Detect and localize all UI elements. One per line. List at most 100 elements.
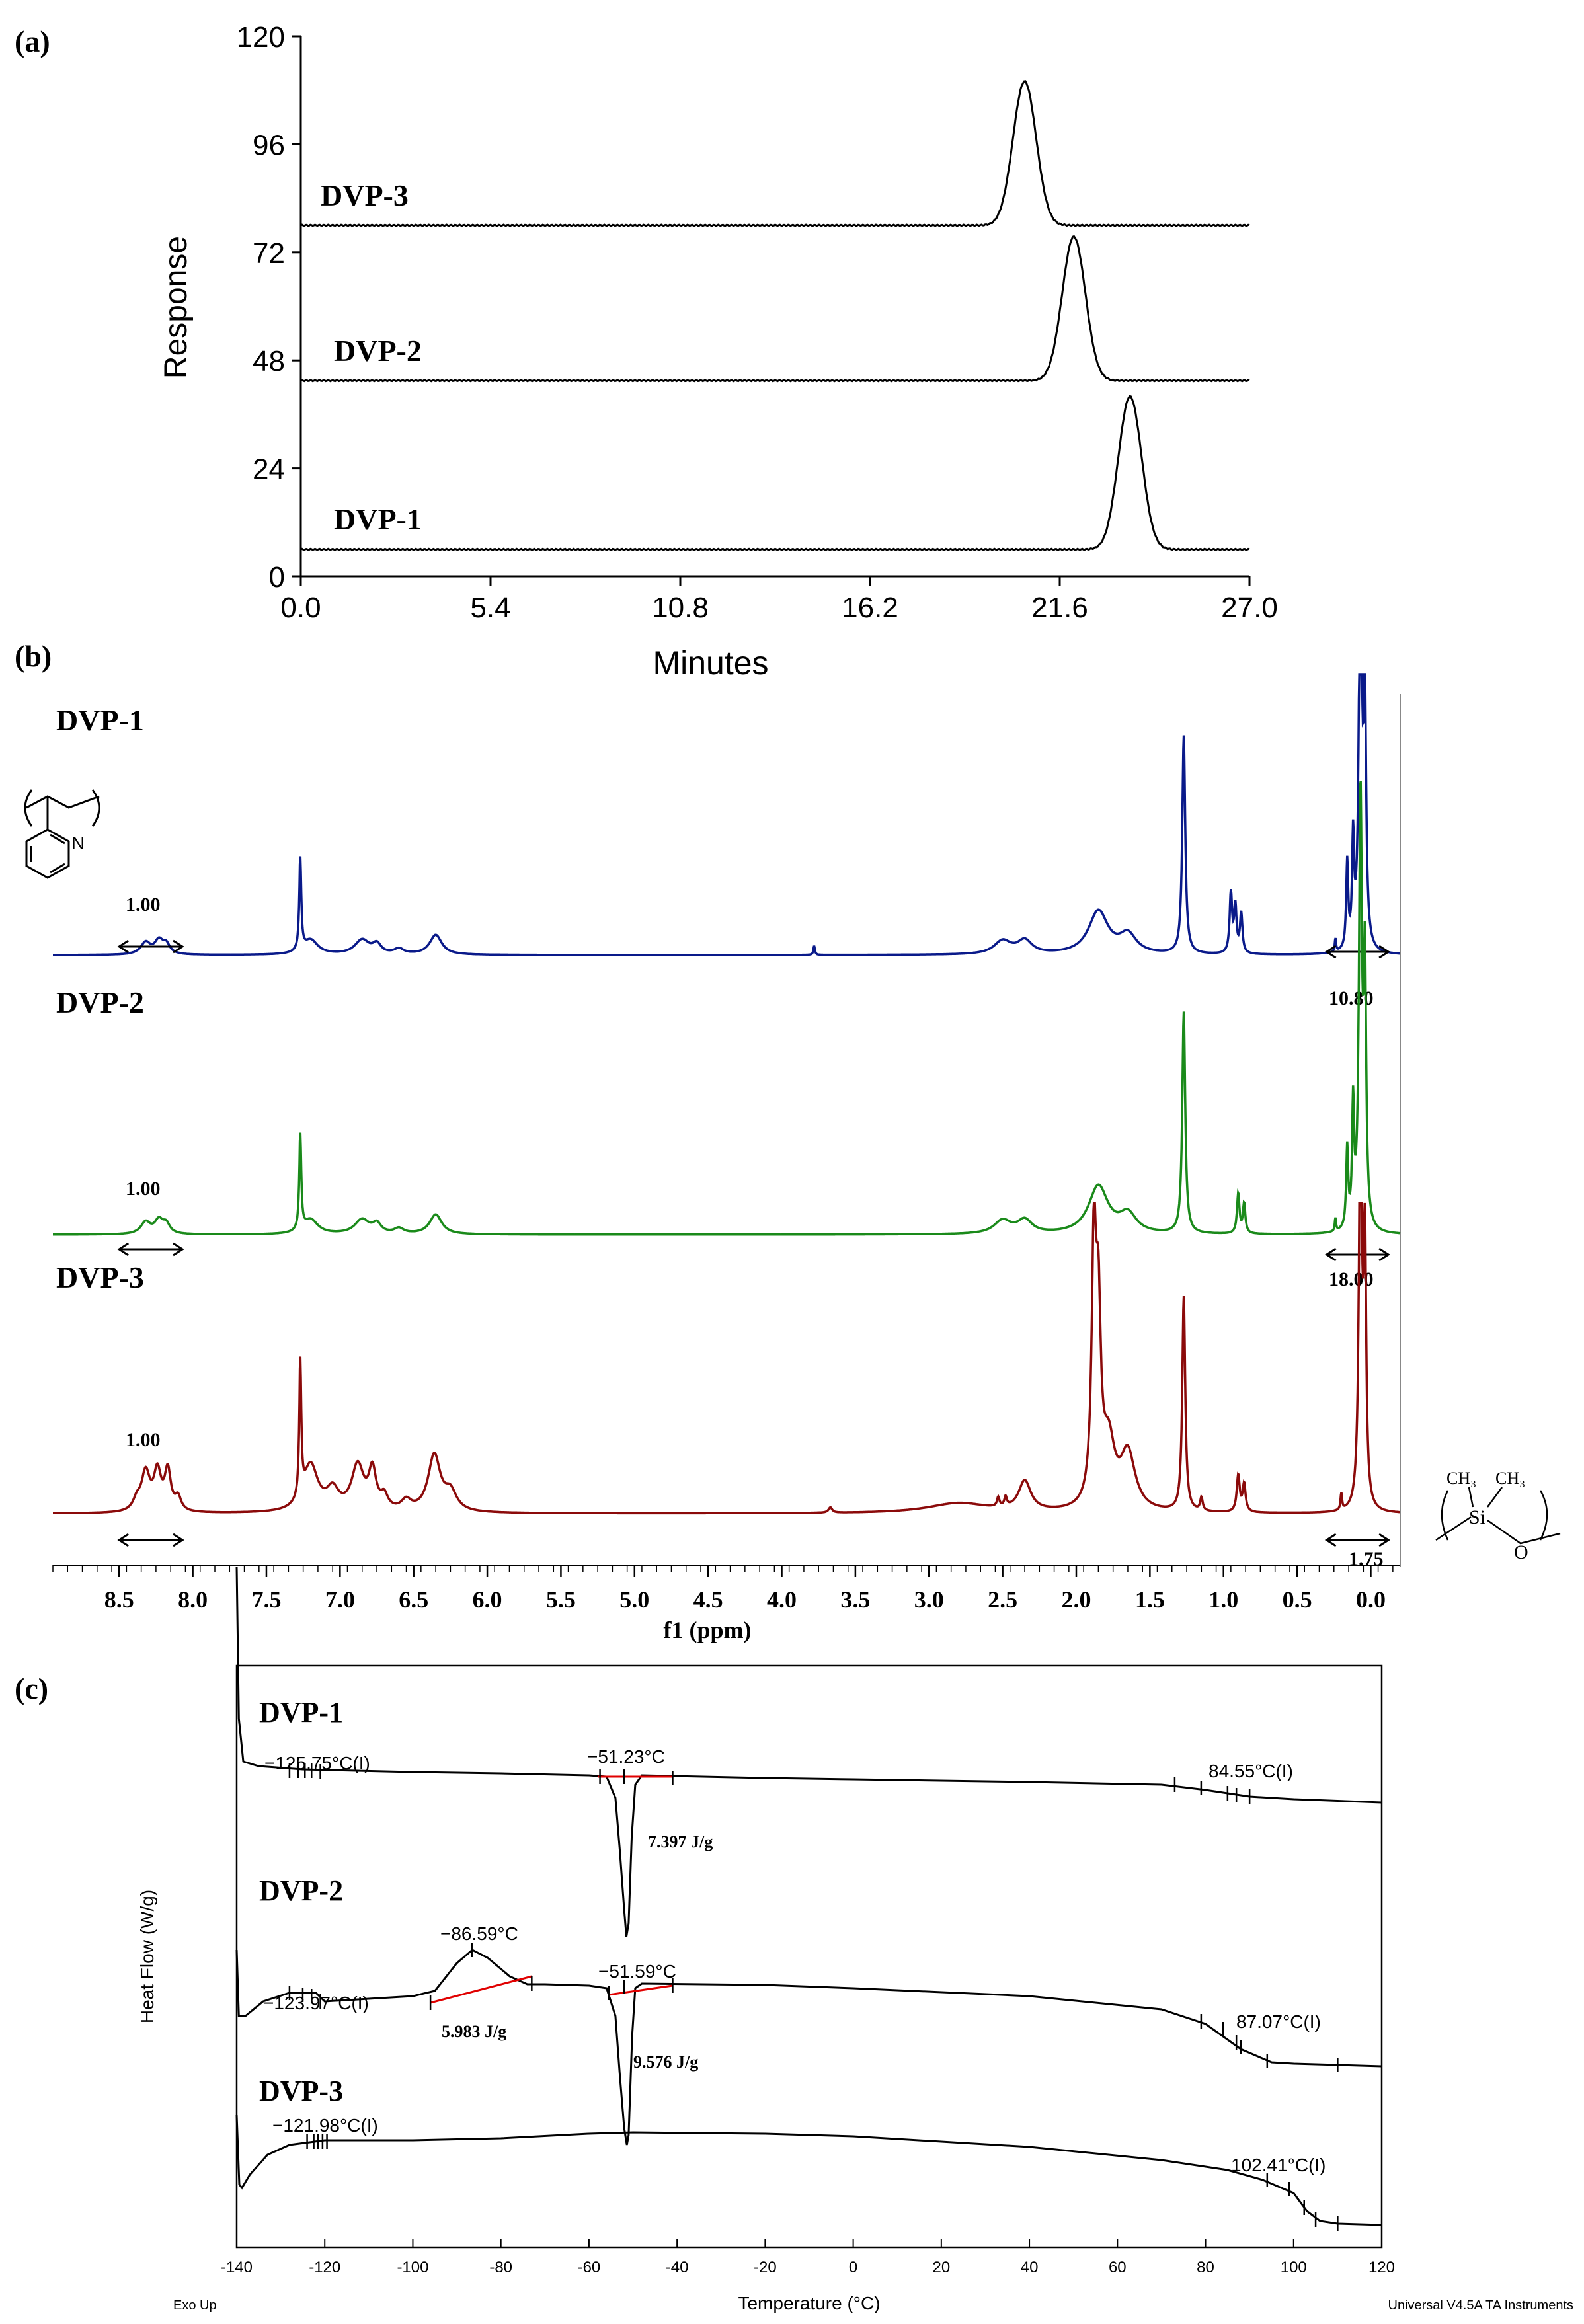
dsc-curve-dvp-2 — [235, 1949, 1382, 2146]
series-label: DVP-1 — [334, 502, 422, 536]
trace-dvp-2 — [300, 235, 1250, 383]
x-tick-label: -20 — [754, 2259, 777, 2276]
x-tick-label: 21.6 — [1031, 592, 1088, 624]
x-tick-label: -100 — [397, 2259, 428, 2276]
panel-c-label: (c) — [15, 1672, 48, 1705]
curve-label: DVP-3 — [259, 2075, 343, 2107]
trace-dvp-1 — [300, 395, 1250, 551]
annotation: 7.397 J/g — [648, 1832, 713, 1851]
x-tick-label: 0.0 — [280, 592, 321, 624]
x-tick-label: 40 — [1021, 2259, 1039, 2276]
double-arrow-icon — [117, 1533, 184, 1547]
panel-a-label: (a) — [15, 24, 50, 58]
dsc-curve-dvp-1 — [235, 1566, 1382, 1937]
series-label: DVP-2 — [334, 334, 422, 368]
curve-label: DVP-1 — [259, 1696, 343, 1728]
annotation: −121.98°C(I) — [272, 2115, 378, 2136]
annotation: 84.55°C(I) — [1208, 1761, 1293, 1781]
x-tick-label: 120 — [1368, 2259, 1395, 2276]
tick-label: 6.0 — [473, 1586, 502, 1613]
spectrum-label: DVP-1 — [56, 703, 144, 737]
panel-b: (b) 8.5 8.0 7.5 7.0 6.5 6.0 5.5 5.0 4.5 4.0 3.5 3.0… — [15, 639, 1561, 1643]
panel-c-ylabel: Heat Flow (W/g) — [137, 1890, 157, 2023]
x-tick-label: -60 — [578, 2259, 601, 2276]
x-tick-label: 0 — [849, 2259, 857, 2276]
panel-c: (c) Heat Flow (W/g) -140 -120 -100 -80 -60 -4… — [15, 1566, 1574, 2313]
integral-aromatic: 1.00 — [126, 894, 161, 915]
tick-label: 0.5 — [1283, 1586, 1312, 1613]
x-tick-label: 60 — [1109, 2259, 1127, 2276]
y-tick-label: 48 — [253, 345, 285, 377]
panel-b-xlabel: f1 (ppm) — [664, 1617, 752, 1643]
panel-b-label: (b) — [15, 639, 52, 673]
panel-a: (a) Response Minutes 0 24 48 72 96 120 0.0 5.4… — [15, 21, 1278, 681]
svg-text:CH₃: CH₃ — [1495, 1469, 1525, 1488]
annotation: −86.59°C — [440, 1923, 518, 1944]
tick-label: 7.5 — [251, 1586, 281, 1613]
tick-label: 4.5 — [693, 1586, 723, 1613]
tick-label: 0.0 — [1356, 1586, 1386, 1613]
spectrum-dvp-2 — [53, 781, 1401, 1236]
x-tick-label: -120 — [309, 2259, 340, 2276]
annotation: −123.97°C(I) — [263, 1993, 369, 2013]
x-tick-label: 80 — [1197, 2259, 1214, 2276]
panel-c-footer-left: Exo Up — [173, 2298, 217, 2313]
tick-label: 1.0 — [1208, 1586, 1238, 1613]
panel-c-xlabel: Temperature (°C) — [738, 2293, 880, 2313]
double-arrow-icon — [1324, 1533, 1390, 1547]
series-label: DVP-3 — [321, 178, 409, 212]
integration-baseline — [430, 1975, 532, 2004]
spectrum-dvp-3 — [53, 1202, 1400, 1515]
tick-label: 7.0 — [325, 1586, 355, 1613]
y-tick-label: 0 — [269, 561, 285, 594]
annotation: −125.75°C(I) — [264, 1753, 370, 1773]
double-arrow-icon — [117, 1242, 184, 1257]
double-arrow-icon — [1324, 1247, 1390, 1262]
y-tick-label: 24 — [253, 453, 285, 486]
tick-label: 5.0 — [619, 1586, 649, 1613]
x-tick-label: 5.4 — [470, 592, 510, 624]
x-tick-label: 20 — [932, 2259, 950, 2276]
annotation: 102.41°C(I) — [1231, 2155, 1326, 2175]
x-tick-label: -40 — [666, 2259, 689, 2276]
panel-c-frame — [235, 1664, 1383, 2249]
integral-aromatic: 1.00 — [126, 1178, 161, 1200]
tick-label: 8.5 — [104, 1586, 134, 1613]
tick-label: 2.0 — [1061, 1586, 1091, 1613]
annotation: 87.07°C(I) — [1236, 2011, 1321, 2032]
tick-label: 8.0 — [178, 1586, 208, 1613]
pdms-structure-icon: CH₃ CH₃ Si O — [1435, 1469, 1561, 1563]
x-tick-label: -140 — [221, 2259, 253, 2276]
trace-dvp-3 — [300, 80, 1250, 227]
y-tick-label: 120 — [237, 21, 285, 54]
tick-label: 5.5 — [546, 1586, 576, 1613]
panel-a-ylabel: Response — [159, 236, 194, 379]
x-tick-label: 100 — [1281, 2259, 1307, 2276]
integration-baseline — [608, 1984, 673, 1996]
tick-label: 4.0 — [767, 1586, 797, 1613]
integral-aromatic: 1.00 — [126, 1429, 161, 1451]
tick-label: 3.5 — [840, 1586, 870, 1613]
annotation: −51.23°C — [587, 1746, 665, 1767]
annotation: 5.983 J/g — [442, 2022, 506, 2041]
dsc-curve-dvp-3 — [235, 2114, 1382, 2226]
panel-c-footer-right: Universal V4.5A TA Instruments — [1388, 2298, 1574, 2313]
vinylpyridine-structure-icon: N — [24, 789, 100, 879]
double-arrow-icon — [1324, 945, 1390, 959]
x-tick-label: 27.0 — [1221, 592, 1278, 624]
annotation: −51.59°C — [598, 1961, 676, 1982]
svg-text:N: N — [71, 833, 85, 853]
x-tick-label: 10.8 — [652, 592, 709, 624]
tick-label: 3.0 — [914, 1586, 944, 1613]
tick-label: 6.5 — [399, 1586, 428, 1613]
curve-label: DVP-2 — [259, 1875, 343, 1907]
panel-a-xlabel: Minutes — [653, 644, 768, 681]
annotation: 9.576 J/g — [633, 2052, 698, 2072]
spectrum-label: DVP-3 — [56, 1260, 144, 1294]
double-arrow-icon — [117, 939, 184, 954]
integral-pdms: 1.75 — [1349, 1548, 1384, 1570]
y-tick-label: 96 — [253, 129, 285, 161]
svg-text:Si: Si — [1469, 1506, 1485, 1528]
tick-label: 1.5 — [1135, 1586, 1165, 1613]
